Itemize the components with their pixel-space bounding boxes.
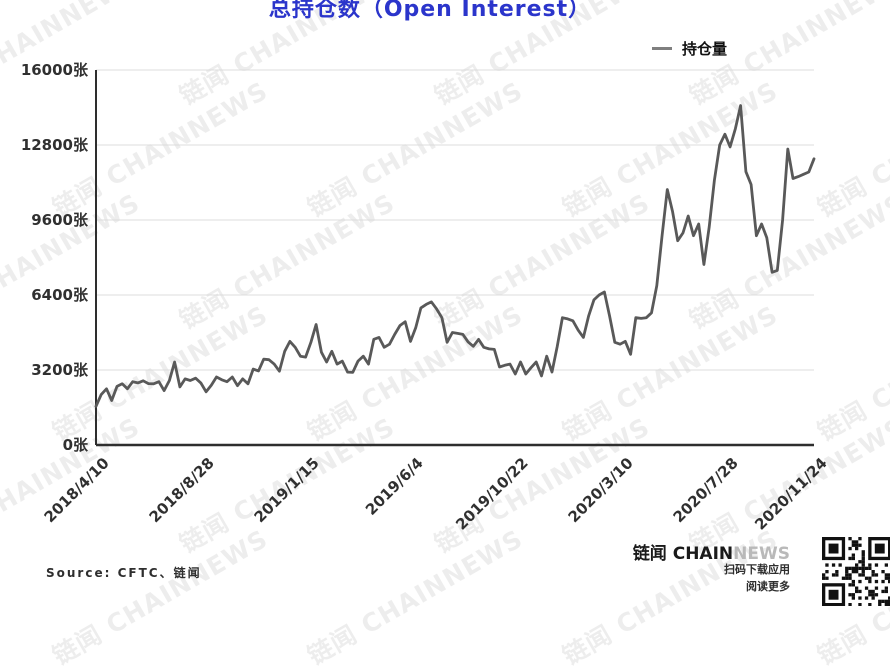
chart-canvas [94, 69, 816, 447]
qr-code [822, 537, 890, 610]
legend-line-icon [652, 47, 672, 50]
brand-name-dark: 链闻 CHAIN [632, 544, 734, 564]
chart-title: 总持仓数（Open Interest） [268, 0, 592, 22]
y-tick-label: 12800张 [20, 136, 88, 154]
y-tick-label: 0张 [62, 436, 88, 454]
footer-tagline: 扫码下载应用 [724, 563, 790, 576]
y-tick-label: 9600张 [31, 211, 88, 229]
footer-brand: 链闻 CHAINNEWS [540, 539, 790, 564]
line-chart: 0张 3200张 6400张 9600张 12800张 16000张 2018/4/10 20… [20, 61, 831, 534]
series-line [94, 104, 816, 408]
legend-series-label: 持仓量 [682, 40, 728, 58]
y-tick-label: 16000张 [20, 61, 88, 79]
brand-name-light: NEWS [733, 544, 790, 564]
y-tick-label: 3200张 [31, 361, 88, 379]
footer-tagline-clipped: 阅读更多 [746, 580, 790, 593]
qr-code-image [822, 537, 890, 607]
y-tick-label: 6400张 [31, 286, 88, 304]
source-note: Source: CFTC、链闻 [46, 566, 202, 580]
chart-legend: 持仓量 [652, 38, 727, 59]
